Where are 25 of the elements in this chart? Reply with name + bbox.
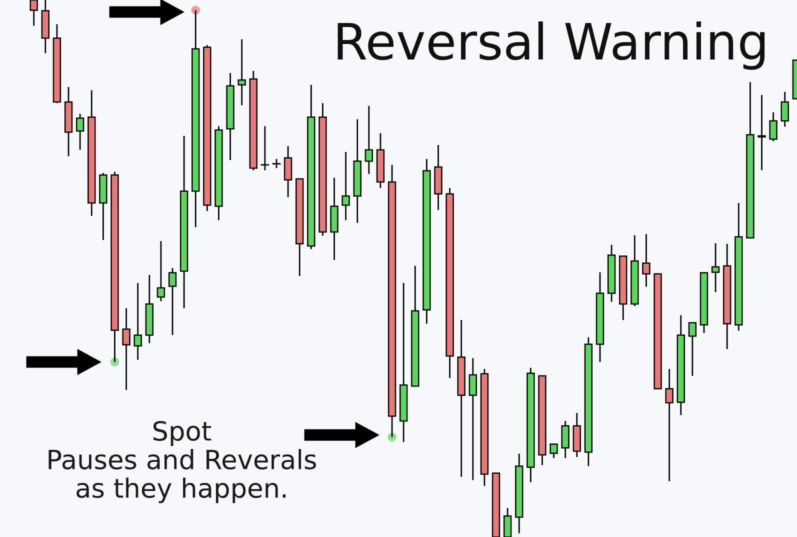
candlestick [550, 443, 558, 459]
candlestick [780, 91, 789, 128]
candlestick [260, 126, 270, 171]
candlestick [134, 282, 142, 360]
candlestick [284, 145, 292, 198]
chart-title: Reversal Warning [338, 21, 765, 70]
candlestick [711, 242, 720, 293]
candlestick [76, 113, 84, 151]
candlestick [122, 308, 130, 391]
candlestick [769, 112, 778, 142]
candlestick [561, 420, 570, 459]
annotation: Spot Pauses and Reverals as they happen. [48, 420, 316, 504]
candlestick [468, 357, 477, 481]
candlestick [168, 267, 177, 336]
candlestick [688, 322, 697, 377]
candlestick [364, 105, 374, 175]
candlestick [238, 38, 246, 106]
candlestick [30, 0, 38, 26]
candlestick [758, 94, 766, 171]
candlestick [272, 158, 281, 169]
candlestick [342, 151, 350, 221]
candlestick [503, 507, 512, 537]
candlestick [665, 368, 674, 482]
candlestick [156, 240, 166, 302]
candlestick [642, 233, 650, 288]
